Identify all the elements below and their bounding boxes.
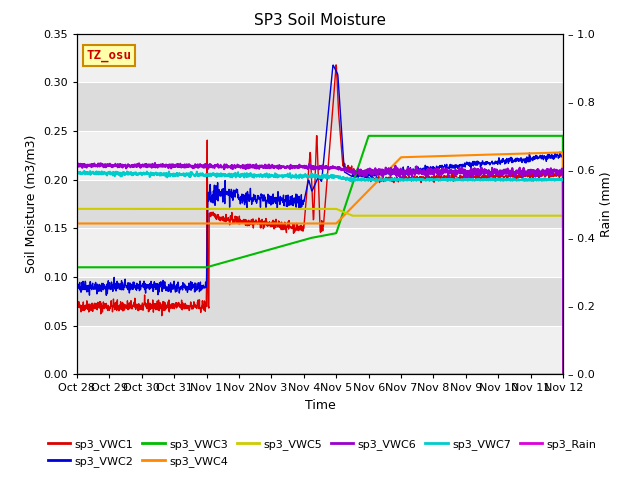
Bar [77,326,563,374]
Bar [77,34,563,82]
Bar [77,228,563,277]
Bar [77,82,563,131]
X-axis label: Time: Time [305,399,335,412]
Legend: sp3_VWC1, sp3_VWC2, sp3_VWC3, sp3_VWC4, sp3_VWC5, sp3_VWC6, sp3_VWC7, sp3_Rain: sp3_VWC1, sp3_VWC2, sp3_VWC3, sp3_VWC4, … [44,435,601,471]
Y-axis label: Soil Moisture (m3/m3): Soil Moisture (m3/m3) [24,135,38,273]
Y-axis label: Rain (mm): Rain (mm) [600,171,614,237]
Text: TZ_osu: TZ_osu [86,49,132,62]
Title: SP3 Soil Moisture: SP3 Soil Moisture [254,13,386,28]
Bar [77,131,563,180]
Bar [77,180,563,228]
Bar [77,277,563,326]
